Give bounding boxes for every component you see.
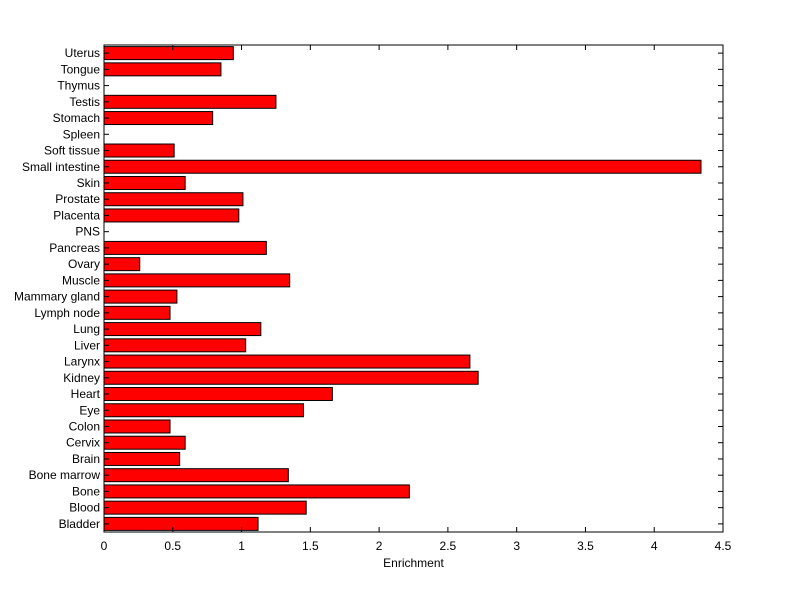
y-tick-label: Skin xyxy=(77,176,100,190)
bar-mammary-gland xyxy=(103,289,178,304)
bar-lung xyxy=(103,322,262,337)
bar-bone xyxy=(103,484,410,499)
bar-stomach xyxy=(103,111,214,126)
bar-cervix xyxy=(103,435,186,450)
bar-colon xyxy=(103,419,171,434)
y-tick-label: Pancreas xyxy=(49,241,100,255)
y-tick-label: Bone xyxy=(72,484,100,498)
bar-larynx xyxy=(103,354,471,369)
x-tick-label: 1.5 xyxy=(302,539,319,553)
bar-prostate xyxy=(103,192,244,207)
bar-skin xyxy=(103,175,186,190)
y-tick-label: Small intestine xyxy=(22,160,100,174)
y-tick-label: Testis xyxy=(69,95,100,109)
bar-uterus xyxy=(103,46,234,61)
x-tick-label: 2 xyxy=(376,539,383,553)
y-tick-label: Larynx xyxy=(64,355,100,369)
y-tick-label: Prostate xyxy=(55,192,100,206)
x-tick-label: 0.5 xyxy=(164,539,181,553)
bar-tongue xyxy=(103,62,222,77)
bar-pancreas xyxy=(103,240,267,255)
y-axis: Bladder Blood Bone Bone marrow Brain Cervix Co… xyxy=(14,46,723,531)
x-tick-label: 4.5 xyxy=(715,539,732,553)
x-axis: 0 0.5 1 1.5 2 2.5 3 3.5 4 4.5 xyxy=(101,45,732,553)
y-tick-label: Eye xyxy=(79,403,100,417)
x-tick-label: 2.5 xyxy=(440,539,457,553)
y-tick-label: Blood xyxy=(69,501,100,515)
bar-heart xyxy=(103,387,333,402)
y-tick-label: Kidney xyxy=(63,371,100,385)
y-tick-label: Tongue xyxy=(61,62,101,76)
y-tick-label: Uterus xyxy=(65,46,100,60)
y-tick-label: Heart xyxy=(71,387,101,401)
bar-soft-tissue xyxy=(103,143,175,158)
bar-lymph-node xyxy=(103,305,171,320)
y-tick-label: Thymus xyxy=(57,79,100,93)
bar-muscle xyxy=(103,273,291,288)
y-tick-label: Soft tissue xyxy=(44,144,100,158)
x-axis-label: Enrichment xyxy=(383,556,444,570)
y-tick-label: Cervix xyxy=(66,436,100,450)
y-tick-label: Muscle xyxy=(62,273,100,287)
bars-group xyxy=(103,46,702,531)
bar-brain xyxy=(103,451,181,466)
y-tick-label: Lymph node xyxy=(34,306,100,320)
y-tick-label: Spleen xyxy=(63,127,100,141)
bar-placenta xyxy=(103,208,240,223)
y-tick-label: Placenta xyxy=(53,208,100,222)
bar-eye xyxy=(103,403,304,418)
y-tick-label: Liver xyxy=(74,338,100,352)
y-tick-label: Mammary gland xyxy=(14,290,100,304)
bar-liver xyxy=(103,338,247,353)
y-tick-label: PNS xyxy=(75,225,100,239)
x-tick-label: 3 xyxy=(513,539,520,553)
y-tick-label: Stomach xyxy=(53,111,100,125)
x-tick-label: 3.5 xyxy=(577,539,594,553)
bar-testis xyxy=(103,94,277,109)
y-tick-label: Ovary xyxy=(68,257,100,271)
x-tick-label: 4 xyxy=(651,539,658,553)
plot-frame xyxy=(103,44,724,533)
x-tick-label: 1 xyxy=(238,539,245,553)
y-tick-label: Bladder xyxy=(59,517,100,531)
bar-ovary xyxy=(103,257,141,272)
bar-small-intestine xyxy=(103,159,702,174)
bar-kidney xyxy=(103,370,479,385)
y-tick-label: Colon xyxy=(69,419,100,433)
y-tick-label: Bone marrow xyxy=(29,468,101,482)
bar-bone-marrow xyxy=(103,468,289,483)
y-tick-label: Brain xyxy=(72,452,100,466)
x-tick-label: 0 xyxy=(101,539,108,553)
bar-bladder xyxy=(103,516,259,531)
bar-blood xyxy=(103,500,307,515)
y-tick-label: Lung xyxy=(73,322,100,336)
